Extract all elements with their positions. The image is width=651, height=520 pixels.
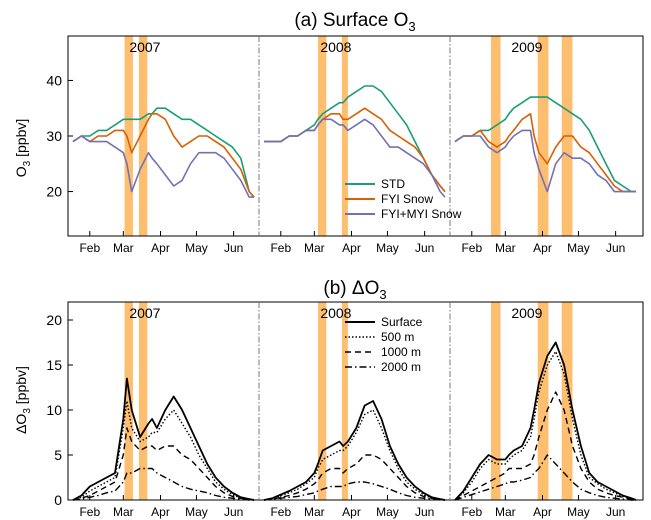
series-1000-m-2008 <box>263 454 446 501</box>
panel-a-ylabel: O3 [ppbv] <box>13 119 33 177</box>
series-surface-2008 <box>263 400 446 501</box>
legend-label-500-m: 500 m <box>381 330 414 344</box>
xtick-label-b-2008-mar: Mar <box>304 505 325 519</box>
year-label-b-2009: 2009 <box>511 305 542 321</box>
xtick-label-b-2009-may: May <box>567 505 590 519</box>
series-2000-m-2009 <box>454 454 636 501</box>
series-1000-m-2009 <box>454 391 637 501</box>
series-500-m-2008 <box>263 409 446 501</box>
year-label-b-2007: 2007 <box>129 305 160 321</box>
xtick-label-a-2008-jun: Jun <box>415 241 434 255</box>
xtick-label-a-2009-may: May <box>567 241 590 255</box>
shaded-period-a-2008-1 <box>317 36 327 236</box>
series-2000-m-2007 <box>72 467 254 501</box>
series-surface-2009 <box>454 341 637 501</box>
panel-b-ylabel: ΔO3 [ppbv] <box>13 366 33 434</box>
xtick-label-b-2008-jun: Jun <box>415 505 434 519</box>
xtick-label-a-2007-jun: Jun <box>224 241 243 255</box>
shaded-period-b-2008-2 <box>341 302 348 500</box>
xtick-label-b-2007-mar: Mar <box>113 505 134 519</box>
panel-a-frame <box>67 35 644 237</box>
legend-label-fyi-myi-snow: FYI+MYI Snow <box>381 207 462 221</box>
series-fyi-snow-2009 <box>454 113 636 193</box>
xtick-label-a-2007-may: May <box>185 241 208 255</box>
xtick-label-b-2009-jun: Jun <box>606 505 625 519</box>
year-label-a-2007: 2007 <box>129 39 160 55</box>
ytick-label-a-20: 20 <box>46 184 62 200</box>
series-fyi-myi-snow-2007 <box>72 135 254 198</box>
xtick-label-b-2007-feb: Feb <box>79 505 100 519</box>
shaded-period-b-2009-1 <box>490 302 501 500</box>
xtick-label-a-2009-feb: Feb <box>461 241 482 255</box>
panel-b-frame <box>67 301 644 501</box>
xtick-label-b-2009-mar: Mar <box>495 505 516 519</box>
shaded-period-a-2008-2 <box>341 36 348 236</box>
ytick-label-b-15: 15 <box>46 357 62 373</box>
xtick-label-a-2007-mar: Mar <box>113 241 134 255</box>
series-std-2009 <box>454 96 636 193</box>
ytick-label-a-40: 40 <box>46 72 62 88</box>
ytick-label-b-10: 10 <box>46 402 62 418</box>
shaded-period-b-2009-3 <box>561 302 573 500</box>
xtick-label-a-2008-feb: Feb <box>270 241 291 255</box>
xtick-label-b-2007-jun: Jun <box>224 505 243 519</box>
xtick-label-b-2009-apr: Apr <box>533 505 552 519</box>
series-std-2008 <box>264 85 446 193</box>
panel-a: (a) Surface O3 O3 [ppbv] 2007 2008 2009 20 3… <box>13 10 644 255</box>
panel-a-title: (a) Surface O3 <box>294 10 415 34</box>
xtick-label-a-2009-mar: Mar <box>495 241 516 255</box>
xtick-label-b-2008-apr: Apr <box>342 505 361 519</box>
xtick-label-b-2008-may: May <box>376 505 399 519</box>
ytick-label-b-5: 5 <box>54 447 62 463</box>
series-2000-m-2008 <box>263 481 445 501</box>
panel-b: (b) ΔO3 ΔO3 [ppbv] 2007 2008 2009 0 5 10 15 20 F… <box>13 278 644 519</box>
shaded-period-a-2007-2 <box>138 36 148 236</box>
shaded-period-a-2009-2 <box>537 36 549 236</box>
shaded-period-b-2008-1 <box>317 302 327 500</box>
xtick-label-a-2008-apr: Apr <box>342 241 361 255</box>
xtick-label-a-2007-feb: Feb <box>79 241 100 255</box>
xtick-label-b-2009-feb: Feb <box>461 505 482 519</box>
xtick-label-b-2008-feb: Feb <box>270 505 291 519</box>
shaded-period-b-2007-2 <box>138 302 148 500</box>
series-fyi-snow-2007 <box>72 113 255 198</box>
legend-label-2000-m: 2000 m <box>381 360 421 374</box>
series-500-m-2009 <box>454 350 637 501</box>
panel-b-title: (b) ΔO3 <box>323 278 386 302</box>
year-label-b-2008: 2008 <box>320 305 351 321</box>
legend-label-1000-m: 1000 m <box>381 345 421 359</box>
series-fyi-snow-2008 <box>264 107 446 193</box>
xtick-label-a-2009-apr: Apr <box>533 241 552 255</box>
legend-label-surface: Surface <box>381 315 423 329</box>
shaded-period-a-2007-1 <box>124 36 133 236</box>
series-surface-2007 <box>72 377 255 501</box>
ytick-label-b-0: 0 <box>54 492 62 508</box>
ytick-label-b-20: 20 <box>46 312 62 328</box>
shaded-period-b-2007-1 <box>124 302 133 500</box>
shaded-period-a-2009-1 <box>490 36 501 236</box>
series-std-2007 <box>72 107 255 198</box>
year-label-a-2008: 2008 <box>320 39 351 55</box>
xtick-label-a-2008-may: May <box>376 241 399 255</box>
xtick-label-a-2007-apr: Apr <box>151 241 170 255</box>
series-fyi-myi-snow-2008 <box>264 118 446 198</box>
xtick-label-a-2008-mar: Mar <box>304 241 325 255</box>
legend-label-fyi-snow: FYI Snow <box>381 192 433 206</box>
series-fyi-myi-snow-2009 <box>454 129 636 193</box>
xtick-label-b-2007-may: May <box>185 505 208 519</box>
ytick-label-a-30: 30 <box>46 128 62 144</box>
year-label-a-2009: 2009 <box>511 39 542 55</box>
series-1000-m-2007 <box>72 427 255 501</box>
xtick-label-b-2007-apr: Apr <box>151 505 170 519</box>
legend-label-std: STD <box>381 177 405 191</box>
shaded-period-b-2009-2 <box>537 302 549 500</box>
xtick-label-a-2009-jun: Jun <box>606 241 625 255</box>
